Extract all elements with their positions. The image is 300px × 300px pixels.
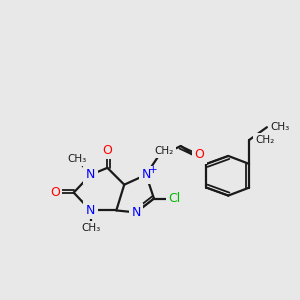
Text: O: O bbox=[103, 143, 112, 157]
Text: CH₂: CH₂ bbox=[154, 146, 173, 156]
Text: CH₃: CH₃ bbox=[271, 122, 290, 132]
Text: N: N bbox=[86, 168, 95, 181]
Text: N: N bbox=[131, 206, 141, 219]
Text: O: O bbox=[195, 148, 205, 161]
Text: O: O bbox=[50, 186, 60, 199]
Text: CH₃: CH₃ bbox=[81, 223, 100, 233]
Text: Cl: Cl bbox=[169, 192, 181, 205]
Text: CH₃: CH₃ bbox=[67, 154, 86, 164]
Text: +: + bbox=[149, 165, 157, 175]
Text: N: N bbox=[86, 204, 95, 217]
Text: N: N bbox=[141, 168, 151, 181]
Text: CH₂: CH₂ bbox=[255, 135, 274, 145]
